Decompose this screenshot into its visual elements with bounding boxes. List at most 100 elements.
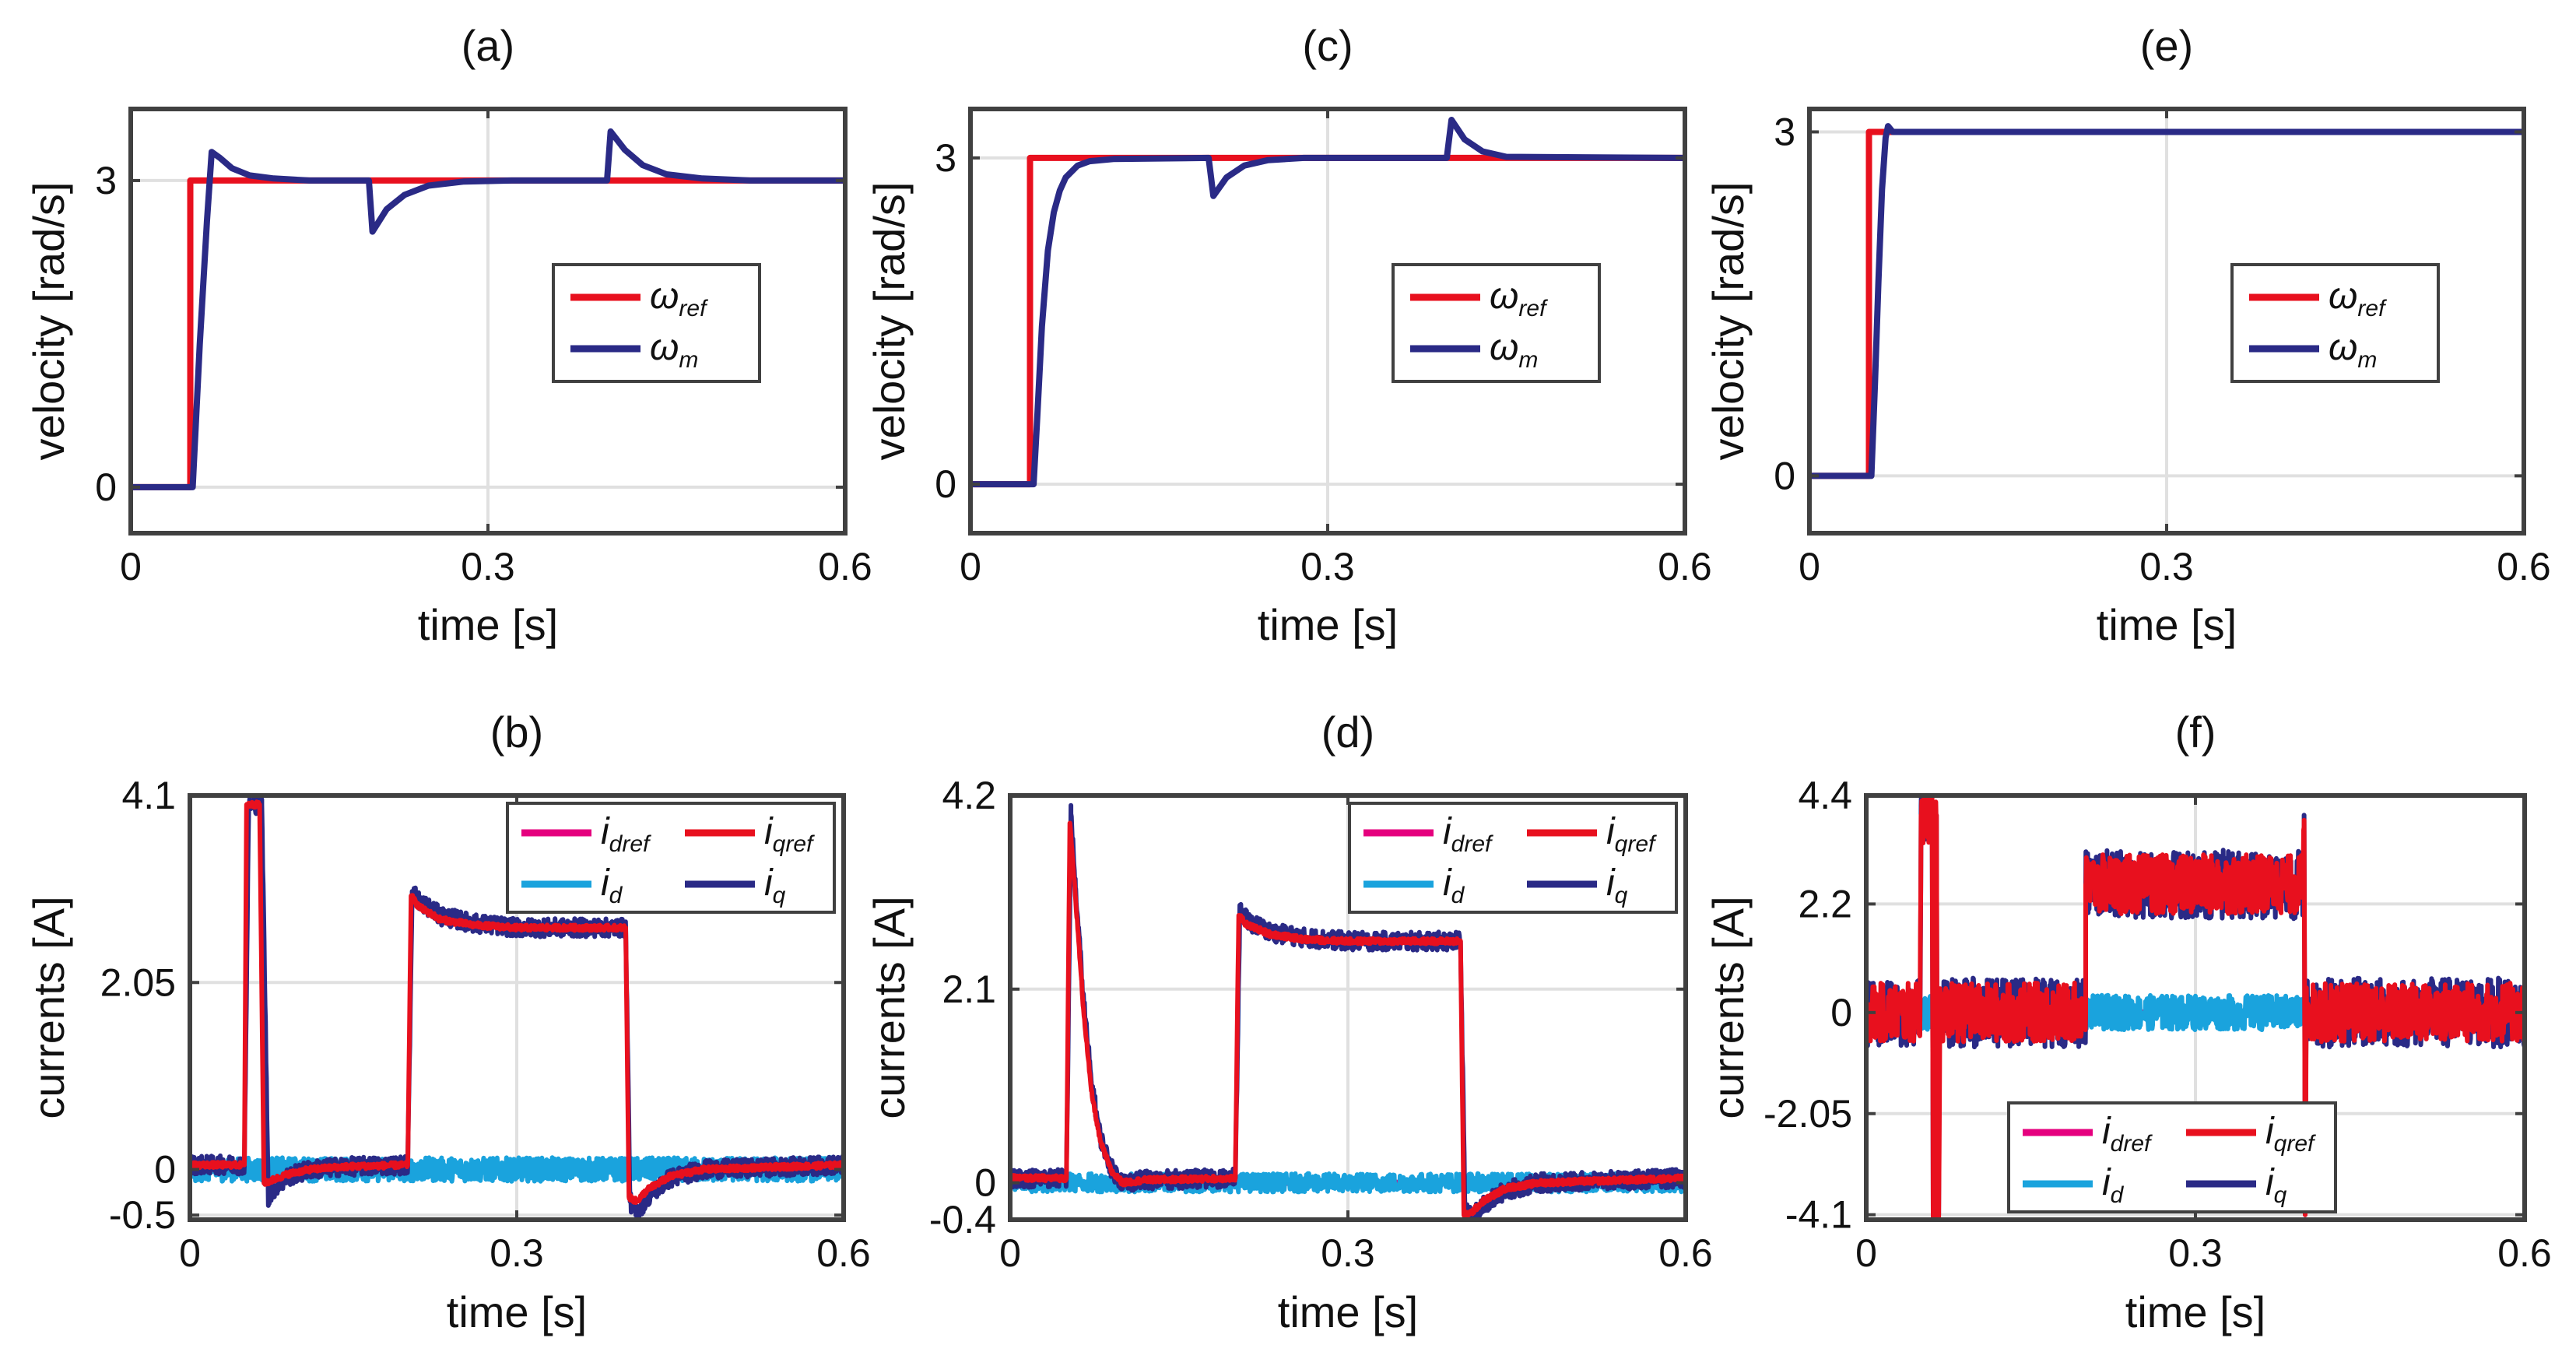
y-tick-label: 4.2	[942, 774, 996, 817]
x-tick-label: 0.3	[2168, 1231, 2223, 1275]
y-tick-label: -0.4	[929, 1198, 996, 1241]
x-tick-label: 0.6	[2497, 545, 2551, 588]
panel-f: 0 0.3 0.6 -4.1 -2.05 0 2.2 4.4 (f) time [s] curren…	[1704, 708, 2552, 1336]
y-tick-label: 0	[1774, 454, 1795, 497]
legend-label-q: iq	[2265, 1162, 2287, 1208]
panel-a: 0 0.3 0.6 0 3 (a) time [s] velocity [rad/s] ωref…	[24, 21, 872, 649]
legend: ωref ωm	[1392, 263, 1601, 383]
legend-label-dref: idref	[2102, 1111, 2153, 1157]
panel-title: (b)	[490, 708, 543, 757]
x-axis-label: time [s]	[1258, 600, 1398, 649]
legend-box	[2230, 263, 2440, 383]
y-axis-label: velocity [rad/s]	[865, 182, 914, 461]
x-tick-label: 0.3	[2139, 545, 2194, 588]
y-tick-label: -2.05	[1764, 1092, 1852, 1136]
panel-c: 0 0.3 0.6 0 3 (c) time [s] velocity [rad/s] ωref…	[865, 21, 1712, 649]
panel-d: 0 0.3 0.6 -0.40 2.1 4.2 (d) time [s] currents [A…	[865, 708, 1713, 1336]
x-axis-label: time [s]	[418, 600, 558, 649]
y-tick-label: 0	[154, 1148, 176, 1192]
legend-label-qref: iqref	[764, 811, 815, 857]
legend-label-d: id	[1443, 862, 1465, 908]
y-tick-label: 0	[1830, 991, 1852, 1034]
legend-label-q: iq	[764, 862, 786, 908]
panel-title: (a)	[462, 21, 514, 70]
legend-label-m: ωm	[2329, 327, 2377, 373]
panel-e: 0 0.3 0.6 0 3 (e) time [s] velocity [rad/s] ωref…	[1704, 21, 2551, 649]
series-line-m	[970, 117, 1685, 488]
y-tick-label: 4.4	[1798, 774, 1852, 817]
y-tick-label: 0	[974, 1161, 996, 1205]
y-axis-label: velocity [rad/s]	[24, 182, 73, 461]
x-tick-label: 0	[1855, 1231, 1877, 1275]
x-tick-label: 0.6	[818, 545, 872, 588]
x-axis-label: time [s]	[2125, 1287, 2265, 1336]
legend-label-qref: iqref	[1606, 811, 1657, 857]
series-group	[131, 128, 845, 490]
legend-label-m: ωm	[1490, 327, 1538, 373]
y-tick-label: 2.2	[1798, 882, 1852, 925]
panel-title: (f)	[2175, 708, 2216, 757]
x-tick-label: 0.6	[816, 1231, 871, 1275]
legend: idref iqref id iq	[2007, 1101, 2337, 1213]
x-tick-label: 0	[1799, 545, 1820, 588]
legend-box	[1392, 263, 1601, 383]
y-tick-label: 4.1	[121, 774, 176, 817]
x-axis-label: time [s]	[2097, 600, 2237, 649]
series-line-qref	[1866, 795, 2525, 1220]
legend: ωref ωm	[552, 263, 761, 383]
legend-label-dref: idref	[601, 811, 651, 857]
panel-title: (c)	[1302, 21, 1353, 70]
x-tick-label: 0	[999, 1231, 1021, 1275]
series-group	[970, 117, 1685, 488]
x-tick-label: 0.3	[461, 545, 515, 588]
x-tick-label: 0	[120, 545, 142, 588]
legend-box	[552, 263, 761, 383]
series-group	[1010, 802, 1686, 1220]
y-tick-label: -4.1	[1785, 1193, 1852, 1237]
y-tick-label: 0	[935, 462, 956, 506]
legend-label-ref: ωref	[2329, 276, 2387, 321]
x-tick-label: 0.3	[1300, 545, 1355, 588]
series-line-qref	[190, 799, 844, 1205]
y-tick-label: 0	[95, 465, 117, 509]
series-line-qref	[1010, 820, 1686, 1219]
series-line-m	[131, 128, 845, 490]
y-tick-label: -0.5	[109, 1193, 176, 1237]
x-axis-label: time [s]	[447, 1287, 587, 1336]
y-axis-label: currents [A]	[1704, 896, 1753, 1118]
legend: idref iqref id iq	[506, 802, 836, 914]
legend-label-qref: iqref	[2265, 1111, 2316, 1157]
panel-title: (d)	[1321, 708, 1374, 757]
y-tick-label: 3	[935, 136, 956, 180]
x-tick-label: 0	[179, 1231, 201, 1275]
legend-box	[1348, 802, 1678, 914]
legend-label-d: id	[2102, 1162, 2125, 1208]
legend-label-dref: idref	[1443, 811, 1493, 857]
y-axis-label: velocity [rad/s]	[1704, 182, 1753, 461]
y-axis-label: currents [A]	[865, 896, 914, 1118]
series-group	[1866, 795, 2525, 1220]
legend-label-d: id	[601, 862, 623, 908]
series-group	[190, 795, 844, 1220]
x-axis-label: time [s]	[1278, 1287, 1418, 1336]
x-tick-label: 0	[960, 545, 981, 588]
series-line-m	[1809, 123, 2524, 479]
legend: ωref ωm	[2230, 263, 2440, 383]
y-tick-label: 3	[1774, 110, 1795, 153]
x-tick-label: 0.3	[1321, 1231, 1375, 1275]
legend-label-ref: ωref	[650, 276, 708, 321]
series-group	[1809, 123, 2524, 479]
legend: idref iqref id iq	[1348, 802, 1678, 914]
panel-title: (e)	[2140, 21, 2193, 70]
x-tick-label: 0.6	[1658, 1231, 1713, 1275]
x-tick-label: 0.3	[490, 1231, 544, 1275]
legend-label-ref: ωref	[1490, 276, 1548, 321]
legend-box	[506, 802, 836, 914]
x-tick-label: 0.6	[2497, 1231, 2552, 1275]
x-tick-label: 0.6	[1658, 545, 1712, 588]
y-tick-label: 2.1	[942, 967, 996, 1011]
panel-b: 0 0.3 0.6 -0.50 2.05 4.1 (b) time [s] currents […	[24, 708, 871, 1336]
legend-label-m: ωm	[650, 327, 698, 373]
legend-box	[2007, 1101, 2337, 1213]
